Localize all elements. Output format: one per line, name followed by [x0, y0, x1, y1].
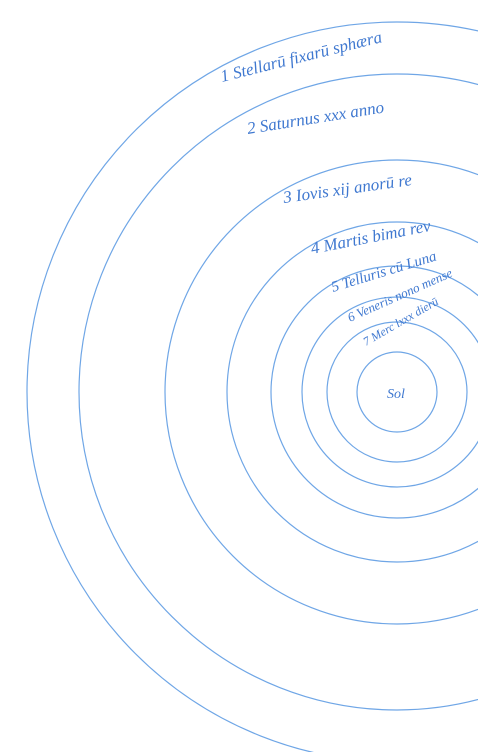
orbit [301, 296, 478, 488]
orbit-label: 1 Stellarū fixarū sphæra [218, 27, 383, 86]
orbit [270, 265, 478, 519]
orbit [26, 21, 478, 752]
center-label: Sol [387, 387, 405, 402]
orbit-label: 2 Saturnus xxx anno [246, 98, 386, 138]
orbit-label: 3 Iovis xij anorū re [281, 170, 414, 207]
orbit-label: 4 Martis bima rev [309, 216, 433, 258]
orbit [356, 351, 438, 433]
orbit [164, 159, 478, 625]
orbits [26, 21, 478, 752]
orbit [226, 221, 478, 563]
orbit [326, 321, 468, 463]
orbit [78, 73, 478, 711]
